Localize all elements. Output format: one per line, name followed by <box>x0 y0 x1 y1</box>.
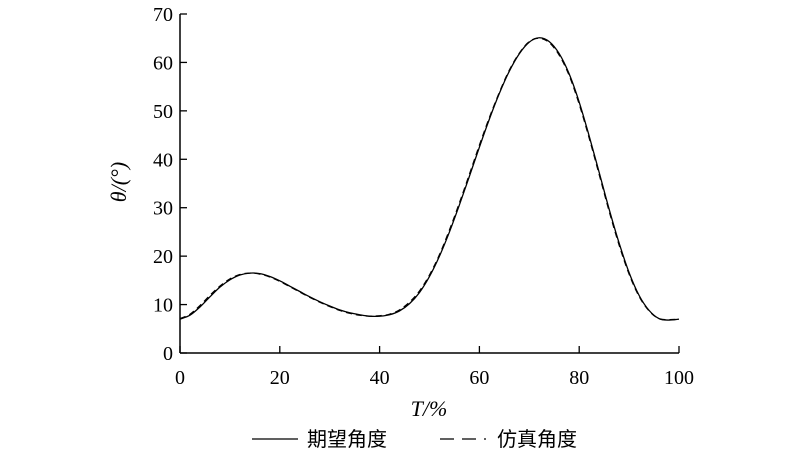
series-layer <box>179 37 680 321</box>
y-tick-label: 30 <box>153 198 173 220</box>
y-axis-ticks: 0 10 20 30 40 50 60 70 <box>153 4 187 365</box>
x-tick-label: 0 <box>175 367 185 389</box>
legend-label-expected: 期望角度 <box>307 427 387 451</box>
y-tick-label: 50 <box>153 101 173 123</box>
y-tick-label: 20 <box>153 246 173 268</box>
series-line-expected <box>179 37 680 321</box>
x-tick-label: 100 <box>664 367 694 389</box>
x-tick-label: 20 <box>270 367 290 389</box>
x-axis-ticks: 0 20 40 60 80 100 <box>175 346 694 389</box>
y-axis-label: θ/(°) <box>106 162 131 202</box>
x-tick-label: 80 <box>569 367 589 389</box>
series-line-simulated <box>179 37 680 321</box>
y-tick-label: 60 <box>153 52 173 74</box>
x-axis-label: T/% <box>411 396 448 421</box>
legend-label-simulated: 仿真角度 <box>497 427 577 451</box>
y-tick-label: 70 <box>153 4 173 26</box>
y-tick-label: 0 <box>163 343 173 365</box>
y-tick-label: 40 <box>153 149 173 171</box>
y-tick-label: 10 <box>153 295 173 317</box>
x-tick-label: 40 <box>370 367 390 389</box>
x-tick-label: 60 <box>469 367 489 389</box>
legend: 期望角度 仿真角度 <box>252 427 577 451</box>
